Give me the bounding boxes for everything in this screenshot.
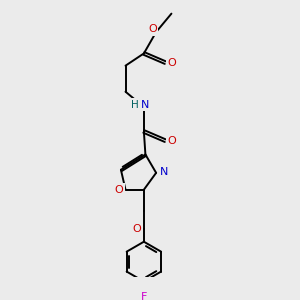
Text: O: O: [114, 185, 123, 195]
Text: N: N: [160, 167, 168, 177]
Text: H: H: [131, 100, 139, 110]
Text: O: O: [168, 58, 176, 68]
Text: O: O: [168, 136, 176, 146]
Text: O: O: [133, 224, 141, 235]
Text: F: F: [141, 292, 147, 300]
Text: N: N: [141, 100, 150, 110]
Text: O: O: [148, 24, 157, 34]
